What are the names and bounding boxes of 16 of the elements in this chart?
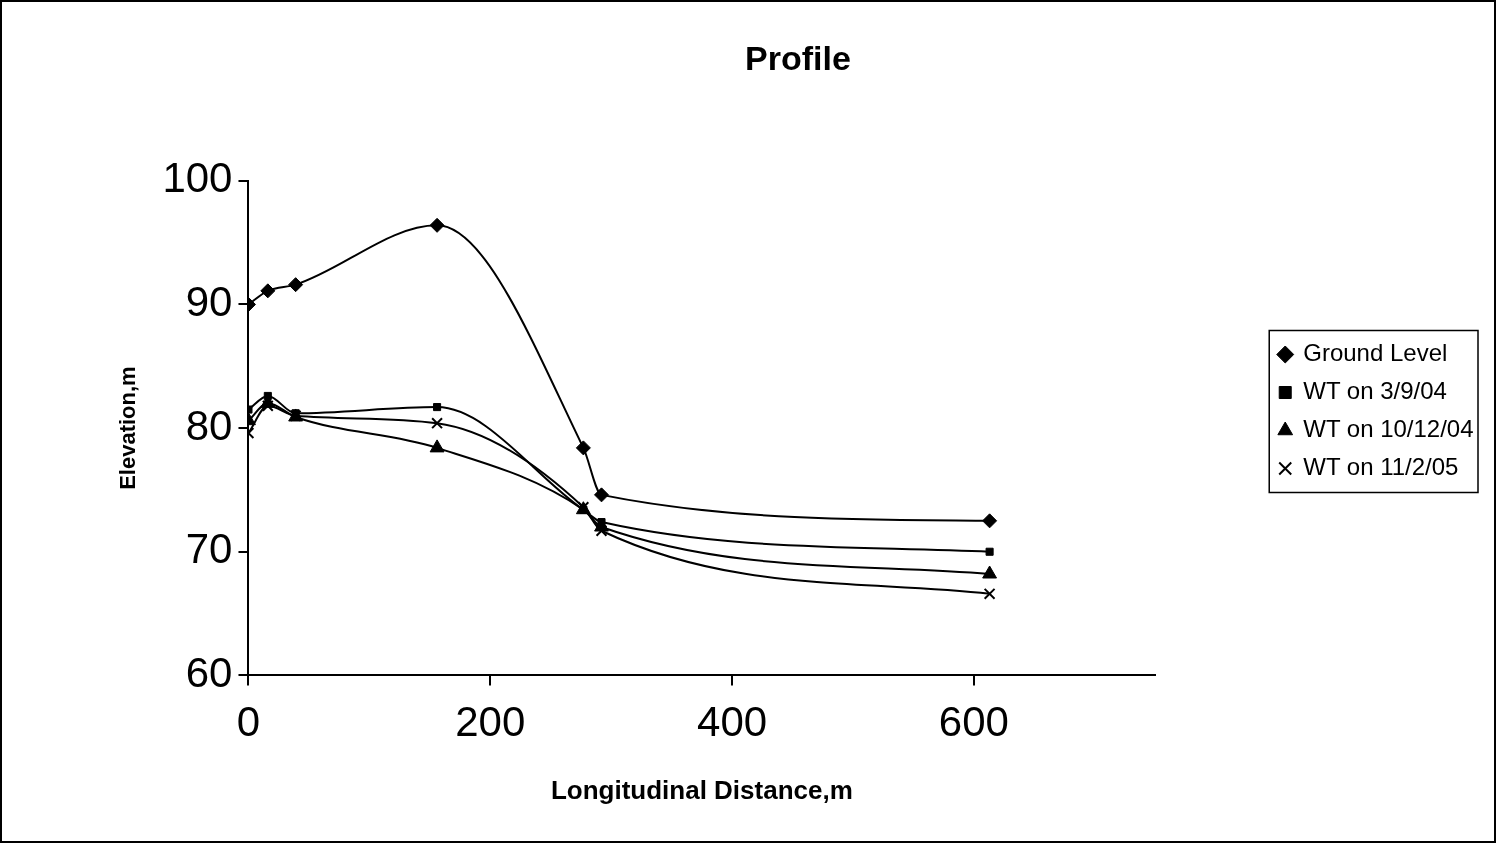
chart-title: Profile — [745, 38, 851, 77]
y-tick-label: 80 — [185, 401, 233, 449]
y-tick-label: 70 — [185, 525, 233, 573]
y-tick-label: 60 — [185, 648, 233, 696]
legend-label: Ground Level — [1303, 339, 1448, 367]
y-tick-label: 100 — [162, 154, 233, 202]
x-tick-label: 0 — [236, 698, 261, 746]
y-tick-label: 90 — [185, 278, 233, 326]
x-tick-label: 400 — [697, 698, 768, 746]
y-axis-title: Elevation,m — [115, 366, 141, 490]
legend-label: WT on 3/9/04 — [1303, 377, 1447, 405]
x-tick-label: 600 — [938, 698, 1009, 746]
x-axis-title: Longitudinal Distance,m — [550, 774, 853, 805]
x-tick-label: 200 — [455, 698, 526, 746]
legend-label: WT on 10/12/04 — [1303, 415, 1474, 443]
legend-label: WT on 11/2/05 — [1303, 453, 1459, 481]
